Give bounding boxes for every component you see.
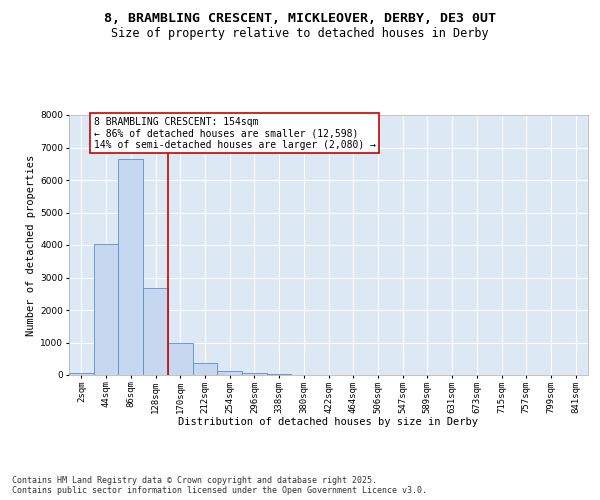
Bar — [143, 288, 168, 375]
Text: 8, BRAMBLING CRESCENT, MICKLEOVER, DERBY, DE3 0UT: 8, BRAMBLING CRESCENT, MICKLEOVER, DERBY… — [104, 12, 496, 26]
Text: Size of property relative to detached houses in Derby: Size of property relative to detached ho… — [111, 28, 489, 40]
Bar — [69, 374, 94, 375]
Text: Contains HM Land Registry data © Crown copyright and database right 2025.
Contai: Contains HM Land Registry data © Crown c… — [12, 476, 427, 495]
X-axis label: Distribution of detached houses by size in Derby: Distribution of detached houses by size … — [179, 417, 479, 427]
Text: 8 BRAMBLING CRESCENT: 154sqm
← 86% of detached houses are smaller (12,598)
14% o: 8 BRAMBLING CRESCENT: 154sqm ← 86% of de… — [94, 116, 376, 150]
Bar — [217, 371, 242, 375]
Bar — [94, 244, 118, 375]
Bar — [193, 364, 217, 375]
Bar — [267, 374, 292, 375]
Y-axis label: Number of detached properties: Number of detached properties — [26, 154, 36, 336]
Bar — [118, 159, 143, 375]
Bar — [242, 373, 267, 375]
Bar — [168, 343, 193, 375]
